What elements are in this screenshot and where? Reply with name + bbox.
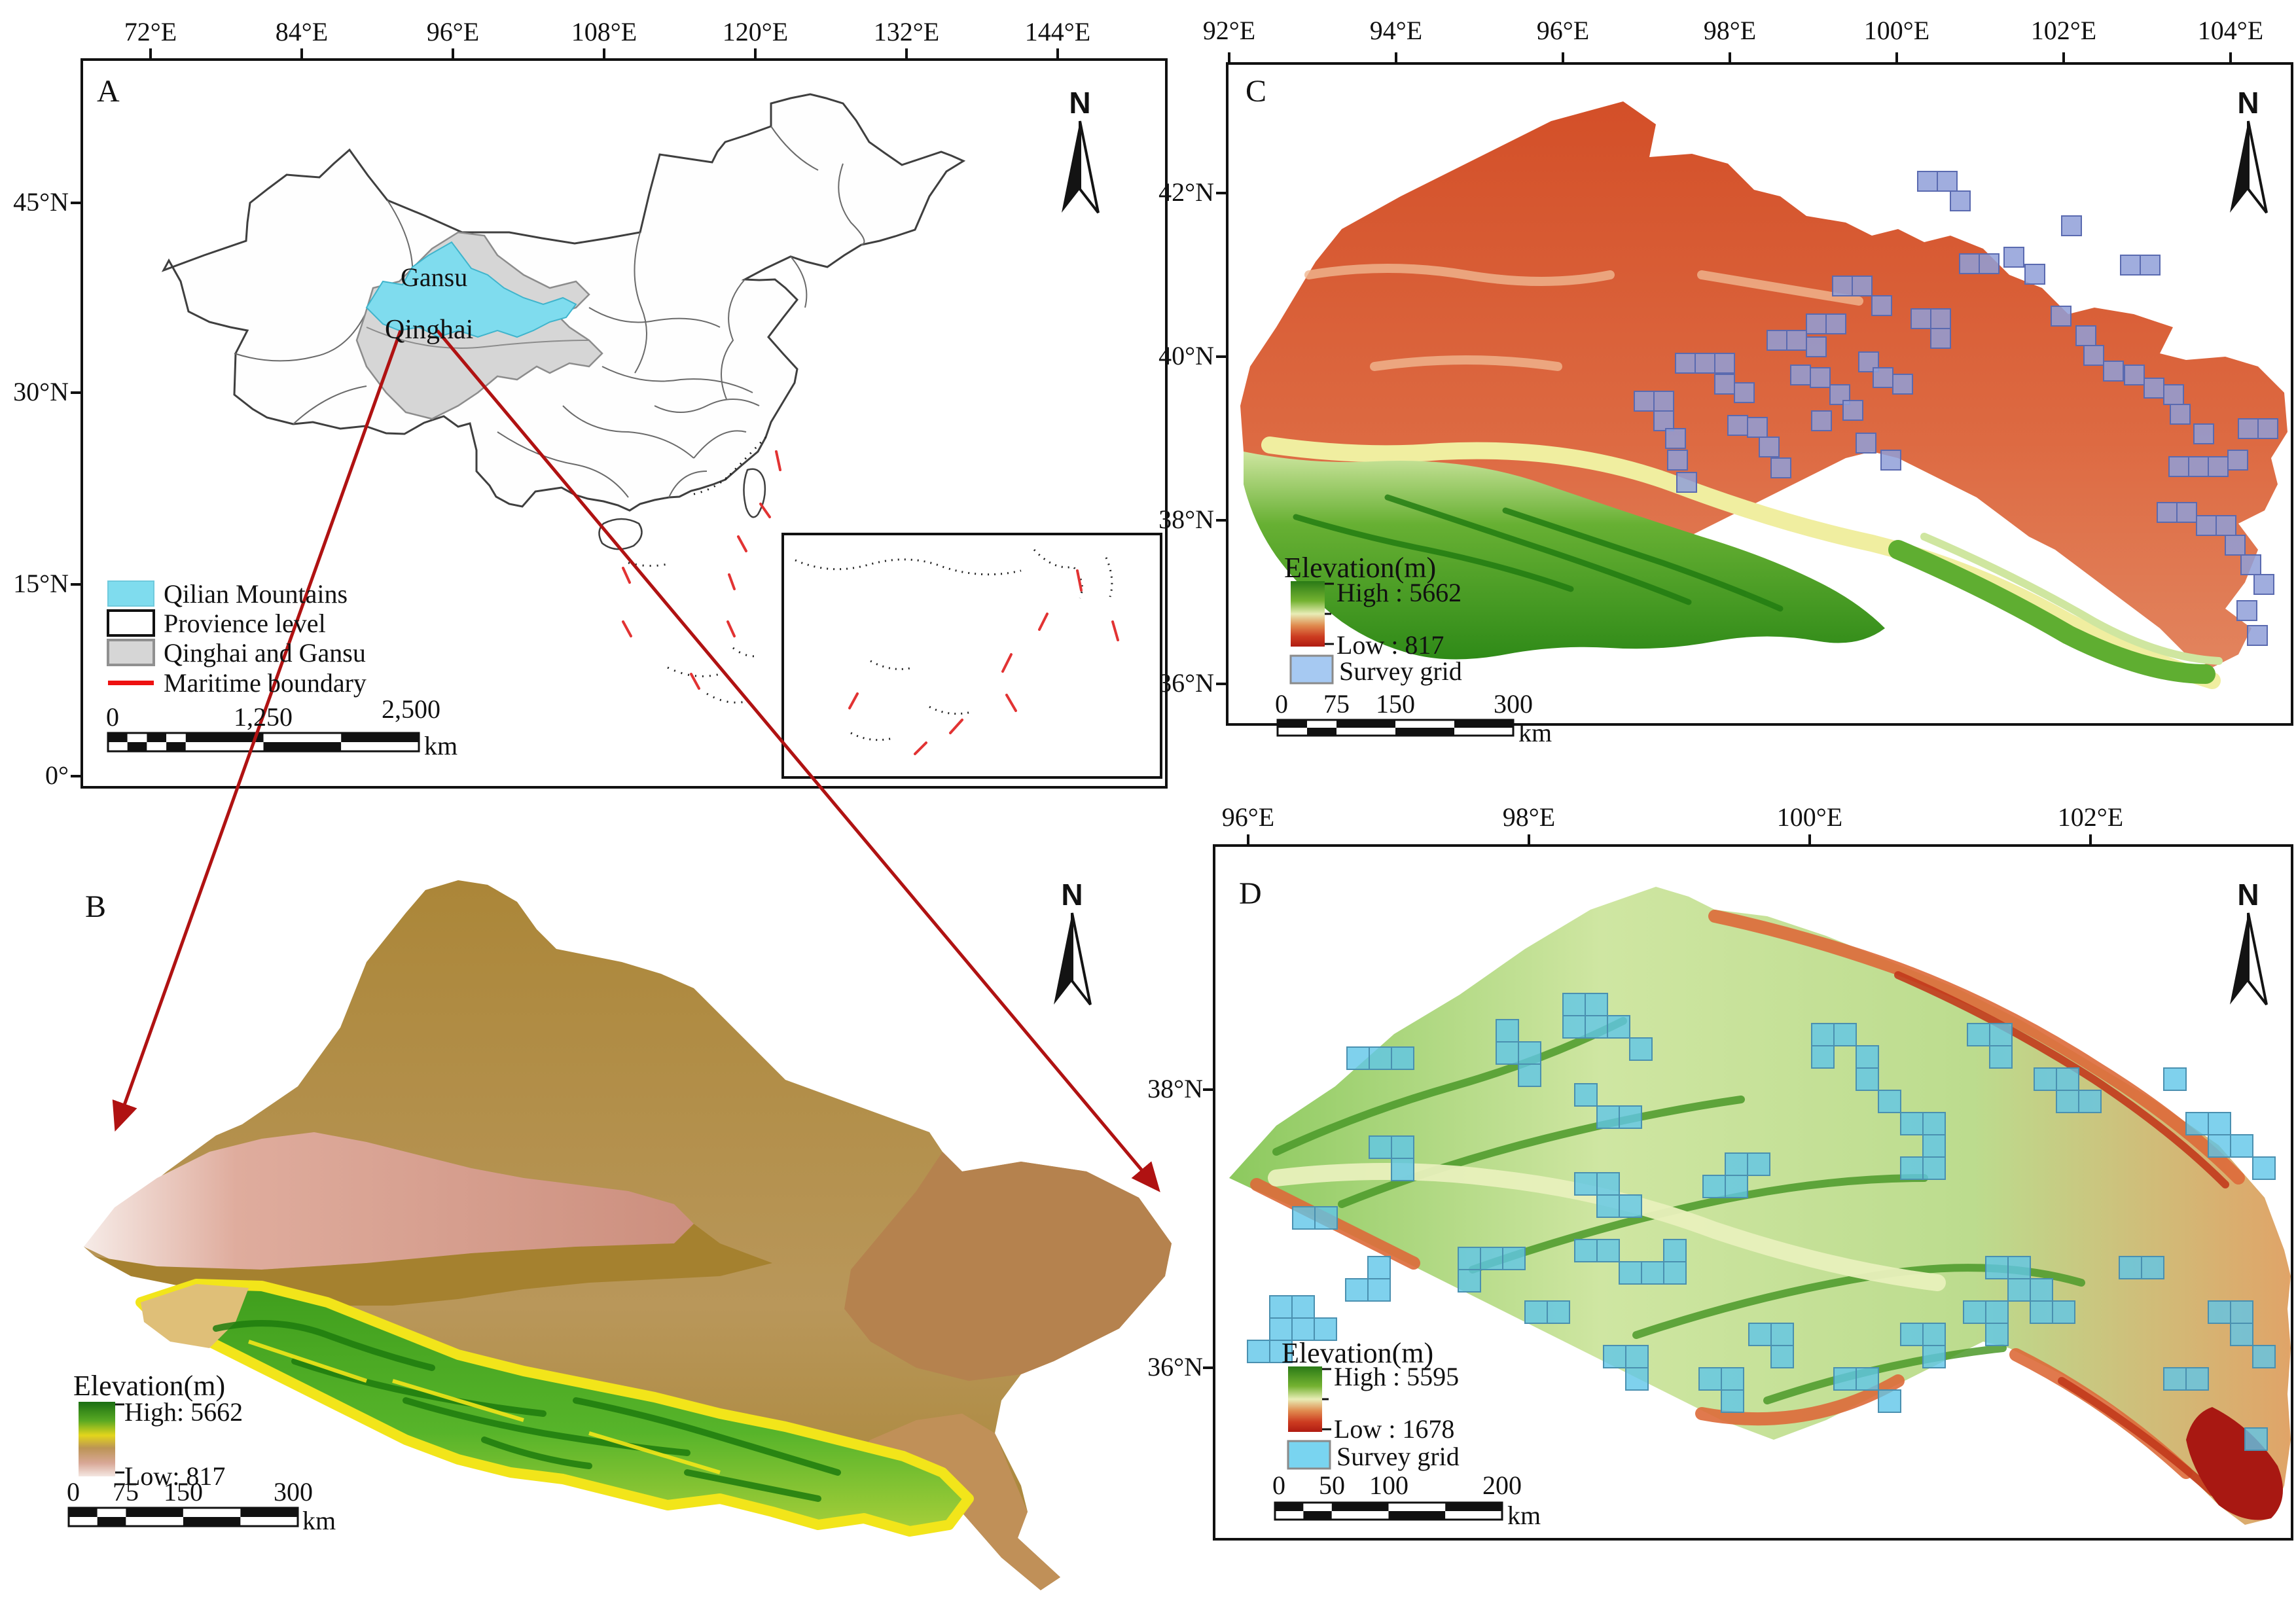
scalebar-d bbox=[1274, 1501, 1503, 1521]
a-xtick-132e: 132°E bbox=[873, 17, 940, 46]
legend-c-high: High : 5662 bbox=[1336, 578, 1462, 607]
north-arrow-c bbox=[2229, 120, 2268, 214]
maritime-boundary-dashes bbox=[622, 450, 781, 690]
legend-b-high: High: 5662 bbox=[124, 1397, 243, 1427]
d-xtick-96e: 96°E bbox=[1221, 802, 1275, 832]
c-xtick-100e: 100°E bbox=[1863, 16, 1930, 45]
c-ytick-38n: 38°N bbox=[1158, 505, 1214, 534]
scalebar-c bbox=[1276, 719, 1515, 737]
c-xtick-104e: 104°E bbox=[2197, 16, 2264, 45]
d-scale-200: 200 bbox=[1482, 1471, 1522, 1500]
legend-d-low: Low : 1678 bbox=[1334, 1414, 1455, 1444]
legend-d bbox=[1287, 1366, 1331, 1470]
b-scale-75: 75 bbox=[113, 1477, 139, 1507]
legend-a-item-qinghai-gansu: Qinghai and Gansu bbox=[164, 638, 366, 668]
panel-c-map bbox=[1216, 52, 2293, 737]
legend-c-title: Elevation(m) bbox=[1284, 552, 1437, 584]
c-scale-300: 300 bbox=[1494, 689, 1533, 719]
panel-a-map bbox=[71, 48, 1168, 789]
b-scale-0: 0 bbox=[67, 1477, 80, 1507]
c-xtick-96e: 96°E bbox=[1536, 16, 1590, 45]
north-arrow-d-label: N bbox=[2237, 878, 2259, 912]
north-arrow-d bbox=[2229, 912, 2268, 1006]
d-scale-50: 50 bbox=[1319, 1471, 1345, 1500]
a-xtick-72e: 72°E bbox=[124, 17, 177, 46]
c-ytick-40n: 40°N bbox=[1158, 341, 1214, 370]
a-ytick-15n: 15°N bbox=[13, 569, 69, 598]
c-xtick-98e: 98°E bbox=[1703, 16, 1757, 45]
c-scale-0: 0 bbox=[1275, 689, 1288, 719]
survey-grid-squares-d bbox=[1247, 993, 2276, 1451]
panel-b-letter: B bbox=[85, 889, 107, 924]
coast-speckles bbox=[628, 436, 767, 704]
d-xtick-102e: 102°E bbox=[2057, 802, 2124, 832]
legend-a-swatches bbox=[107, 580, 155, 685]
panel-d-map bbox=[1203, 834, 2293, 1541]
a-ytick-0: 0° bbox=[45, 760, 69, 790]
panel-c-letter: C bbox=[1246, 74, 1267, 109]
legend-c-low: Low : 817 bbox=[1336, 630, 1444, 660]
scalebar-b bbox=[67, 1507, 299, 1527]
qinghai-gansu-inner-border bbox=[366, 327, 590, 349]
a-xtick-96e: 96°E bbox=[426, 17, 480, 46]
north-arrow-b bbox=[1052, 912, 1092, 1006]
a-xtick-108e: 108°E bbox=[571, 17, 637, 46]
a-scale-1250: 1,250 bbox=[234, 702, 293, 732]
locator-arrows bbox=[112, 329, 1160, 1192]
c-scale-150: 150 bbox=[1376, 689, 1415, 719]
c-ytick-42n: 42°N bbox=[1158, 177, 1214, 207]
b-scale-300: 300 bbox=[274, 1477, 313, 1507]
legend-a-item-qilian: Qilian Mountains bbox=[164, 579, 348, 609]
c-ytick-36n: 36°N bbox=[1158, 668, 1214, 698]
panel-b-map bbox=[84, 880, 1172, 1590]
d-ytick-38n: 38°N bbox=[1147, 1074, 1203, 1103]
north-arrow-c-label: N bbox=[2237, 86, 2259, 120]
south-china-sea-inset bbox=[781, 533, 1162, 779]
north-arrow-a bbox=[1060, 120, 1100, 214]
north-arrow-b-label: N bbox=[1061, 878, 1083, 912]
legend-a-item-province: Provience level bbox=[164, 609, 326, 638]
legend-c bbox=[1289, 581, 1334, 685]
legend-a-item-maritime: Maritime boundary bbox=[164, 668, 367, 698]
legend-c-survey: Survey grid bbox=[1339, 656, 1462, 686]
c-xtick-94e: 94°E bbox=[1369, 16, 1423, 45]
c-xtick-92e: 92°E bbox=[1202, 16, 1256, 45]
a-scale-2500: 2,500 bbox=[382, 694, 440, 724]
qinghai-label: Qinghai bbox=[385, 315, 474, 345]
c-xtick-102e: 102°E bbox=[2030, 16, 2097, 45]
d-scale-unit: km bbox=[1507, 1501, 1541, 1530]
b-scale-150: 150 bbox=[164, 1477, 203, 1507]
a-xtick-84e: 84°E bbox=[275, 17, 329, 46]
legend-d-survey: Survey grid bbox=[1336, 1442, 1460, 1471]
legend-d-high: High : 5595 bbox=[1334, 1362, 1460, 1391]
taiwan-island bbox=[743, 468, 766, 518]
north-arrow-a-label: N bbox=[1069, 86, 1091, 120]
survey-grid-squares-c bbox=[1634, 171, 2278, 646]
d-ytick-36n: 36°N bbox=[1147, 1352, 1203, 1382]
d-xtick-100e: 100°E bbox=[1776, 802, 1843, 832]
d-scale-100: 100 bbox=[1369, 1471, 1408, 1500]
d-xtick-98e: 98°E bbox=[1502, 802, 1556, 832]
legend-b-title: Elevation(m) bbox=[73, 1370, 226, 1402]
scalebar-a bbox=[107, 732, 420, 753]
legend-b-low: Low: 817 bbox=[124, 1461, 226, 1491]
panel-d-letter: D bbox=[1239, 876, 1262, 911]
legend-b bbox=[79, 1402, 124, 1476]
d-scale-0: 0 bbox=[1272, 1471, 1285, 1500]
a-scale-0: 0 bbox=[106, 702, 119, 732]
c-scale-unit: km bbox=[1518, 718, 1552, 747]
a-ytick-30n: 30°N bbox=[13, 377, 69, 406]
gansu-label: Gansu bbox=[401, 262, 468, 292]
legend-d-title: Elevation(m) bbox=[1282, 1337, 1434, 1369]
a-ytick-45n: 45°N bbox=[13, 187, 69, 217]
a-xtick-120e: 120°E bbox=[722, 17, 789, 46]
b-scale-unit: km bbox=[302, 1506, 336, 1535]
a-xtick-144e: 144°E bbox=[1024, 17, 1091, 46]
hainan-island bbox=[598, 518, 643, 550]
a-scale-unit: km bbox=[424, 731, 458, 760]
c-scale-75: 75 bbox=[1323, 689, 1350, 719]
panel-a-letter: A bbox=[97, 74, 120, 109]
